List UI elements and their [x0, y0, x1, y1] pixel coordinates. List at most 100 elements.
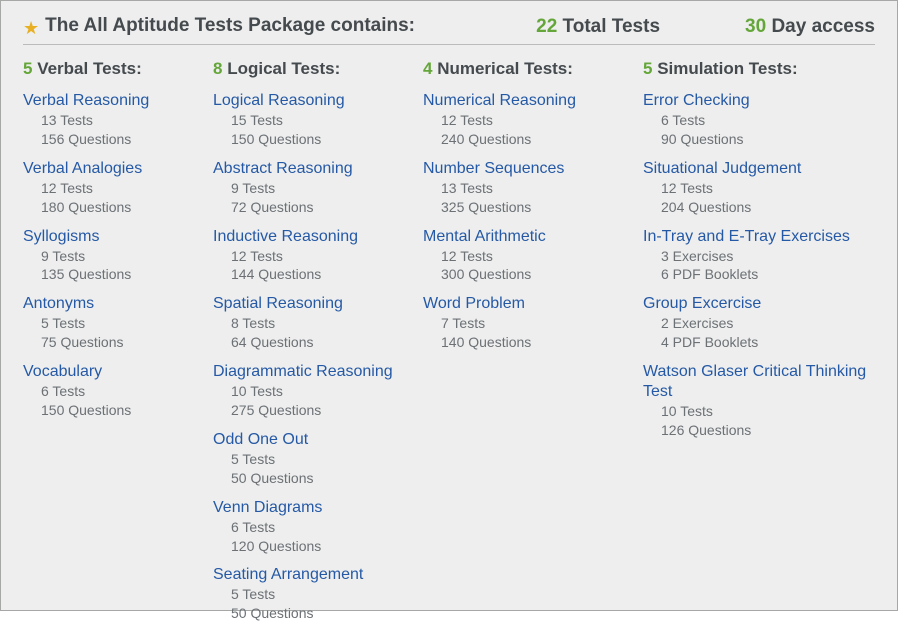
total-tests: 22 Total Tests	[536, 16, 660, 38]
question-count: 64 Questions	[213, 333, 423, 352]
test-count: 7 Tests	[423, 314, 643, 333]
column-title: 5 Simulation Tests:	[643, 59, 878, 79]
total-tests-value: 22	[536, 16, 557, 37]
test-link[interactable]: Verbal Reasoning	[23, 91, 213, 111]
test-item: Inductive Reasoning12 Tests144 Questions	[213, 227, 423, 285]
test-link[interactable]: Logical Reasoning	[213, 91, 423, 111]
test-item: Abstract Reasoning9 Tests72 Questions	[213, 159, 423, 217]
test-item: Verbal Reasoning13 Tests156 Questions	[23, 91, 213, 149]
test-link[interactable]: Group Excercise	[643, 294, 878, 314]
test-item: Error Checking6 Tests90 Questions	[643, 91, 878, 149]
test-count: 9 Tests	[213, 179, 423, 198]
test-item: Spatial Reasoning8 Tests64 Questions	[213, 294, 423, 352]
question-count: 6 PDF Booklets	[643, 265, 878, 284]
test-link[interactable]: Odd One Out	[213, 430, 423, 450]
test-link[interactable]: In-Tray and E-Tray Exercises	[643, 227, 878, 247]
test-count: 5 Tests	[23, 314, 213, 333]
test-link[interactable]: Mental Arithmetic	[423, 227, 643, 247]
question-count: 120 Questions	[213, 537, 423, 556]
test-link[interactable]: Numerical Reasoning	[423, 91, 643, 111]
question-count: 140 Questions	[423, 333, 643, 352]
question-count: 72 Questions	[213, 198, 423, 217]
test-count: 5 Tests	[213, 450, 423, 469]
test-item: Logical Reasoning15 Tests150 Questions	[213, 91, 423, 149]
question-count: 204 Questions	[643, 198, 878, 217]
test-link[interactable]: Antonyms	[23, 294, 213, 314]
test-count: 13 Tests	[23, 111, 213, 130]
test-item: Watson Glaser Critical Thinking Test10 T…	[643, 362, 878, 440]
question-count: 325 Questions	[423, 198, 643, 217]
test-item: Numerical Reasoning12 Tests240 Questions	[423, 91, 643, 149]
test-item: In-Tray and E-Tray Exercises3 Exercises6…	[643, 227, 878, 285]
test-count: 15 Tests	[213, 111, 423, 130]
test-item: Diagrammatic Reasoning10 Tests275 Questi…	[213, 362, 423, 420]
test-count: 10 Tests	[213, 382, 423, 401]
column-items: Verbal Reasoning13 Tests156 QuestionsVer…	[23, 91, 213, 420]
question-count: 75 Questions	[23, 333, 213, 352]
question-count: 135 Questions	[23, 265, 213, 284]
test-item: Verbal Analogies12 Tests180 Questions	[23, 159, 213, 217]
question-count: 4 PDF Booklets	[643, 333, 878, 352]
test-count: 6 Tests	[643, 111, 878, 130]
header-stats: 22 Total Tests 30 Day access	[536, 16, 875, 38]
test-link[interactable]: Number Sequences	[423, 159, 643, 179]
test-count: 9 Tests	[23, 247, 213, 266]
star-icon: ★	[23, 19, 39, 37]
test-count: 8 Tests	[213, 314, 423, 333]
test-item: Group Excercise2 Exercises4 PDF Booklets	[643, 294, 878, 352]
test-item: Syllogisms9 Tests135 Questions	[23, 227, 213, 285]
question-count: 144 Questions	[213, 265, 423, 284]
question-count: 180 Questions	[23, 198, 213, 217]
test-link[interactable]: Word Problem	[423, 294, 643, 314]
question-count: 50 Questions	[213, 469, 423, 488]
test-link[interactable]: Situational Judgement	[643, 159, 878, 179]
test-link[interactable]: Venn Diagrams	[213, 498, 423, 518]
test-count: 12 Tests	[213, 247, 423, 266]
column-numerical: 4 Numerical Tests: Numerical Reasoning12…	[423, 59, 643, 633]
test-link[interactable]: Spatial Reasoning	[213, 294, 423, 314]
question-count: 126 Questions	[643, 421, 878, 440]
test-count: 12 Tests	[643, 179, 878, 198]
column-label: Simulation Tests:	[652, 59, 797, 78]
header-left: ★ The All Aptitude Tests Package contain…	[23, 15, 415, 37]
test-item: Odd One Out5 Tests50 Questions	[213, 430, 423, 488]
test-item: Seating Arrangement5 Tests50 Questions	[213, 565, 423, 623]
column-simulation: 5 Simulation Tests: Error Checking6 Test…	[643, 59, 878, 633]
test-count: 10 Tests	[643, 402, 878, 421]
test-link[interactable]: Abstract Reasoning	[213, 159, 423, 179]
test-count: 13 Tests	[423, 179, 643, 198]
test-item: Mental Arithmetic12 Tests300 Questions	[423, 227, 643, 285]
column-title: 8 Logical Tests:	[213, 59, 423, 79]
test-count: 6 Tests	[23, 382, 213, 401]
column-items: Numerical Reasoning12 Tests240 Questions…	[423, 91, 643, 352]
test-link[interactable]: Error Checking	[643, 91, 878, 111]
test-count: 2 Exercises	[643, 314, 878, 333]
day-access: 30 Day access	[745, 16, 875, 38]
test-link[interactable]: Vocabulary	[23, 362, 213, 382]
test-count: 3 Exercises	[643, 247, 878, 266]
test-count: 5 Tests	[213, 585, 423, 604]
column-verbal: 5 Verbal Tests: Verbal Reasoning13 Tests…	[23, 59, 213, 633]
test-link[interactable]: Inductive Reasoning	[213, 227, 423, 247]
test-item: Venn Diagrams6 Tests120 Questions	[213, 498, 423, 556]
column-label: Verbal Tests:	[32, 59, 141, 78]
test-link[interactable]: Verbal Analogies	[23, 159, 213, 179]
question-count: 150 Questions	[23, 401, 213, 420]
test-count: 12 Tests	[423, 111, 643, 130]
question-count: 300 Questions	[423, 265, 643, 284]
test-count: 12 Tests	[423, 247, 643, 266]
column-items: Error Checking6 Tests90 Questions Situati…	[643, 91, 878, 440]
package-panel: ★ The All Aptitude Tests Package contain…	[0, 0, 898, 611]
question-count: 240 Questions	[423, 130, 643, 149]
column-items: Logical Reasoning15 Tests150 Questions Ab…	[213, 91, 423, 623]
test-link[interactable]: Seating Arrangement	[213, 565, 423, 585]
access-label: Day access	[766, 16, 875, 37]
test-link[interactable]: Diagrammatic Reasoning	[213, 362, 423, 382]
columns: 5 Verbal Tests: Verbal Reasoning13 Tests…	[23, 59, 875, 633]
column-title: 5 Verbal Tests:	[23, 59, 213, 79]
total-tests-label: Total Tests	[557, 16, 660, 37]
test-link[interactable]: Watson Glaser Critical Thinking Test	[643, 362, 878, 402]
test-count: 6 Tests	[213, 518, 423, 537]
test-item: Antonyms5 Tests75 Questions	[23, 294, 213, 352]
test-link[interactable]: Syllogisms	[23, 227, 213, 247]
